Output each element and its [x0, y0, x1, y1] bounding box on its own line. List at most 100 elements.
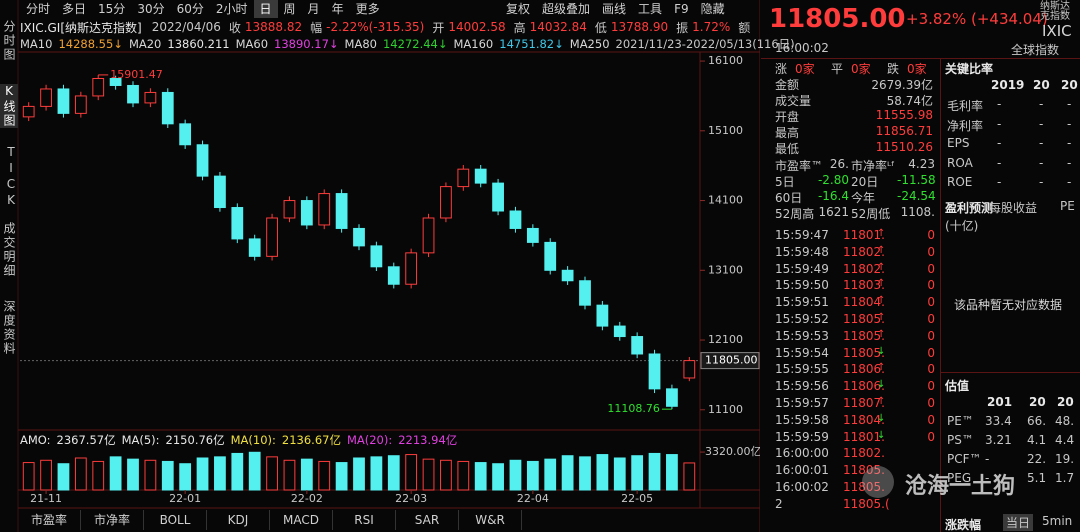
tool-button[interactable]: 画线: [602, 2, 627, 16]
tick-time: 15:59:51: [775, 295, 829, 310]
ratio-value: -: [997, 136, 1002, 150]
volume-bar: [509, 459, 522, 491]
tick-arrow: ↑: [877, 362, 886, 374]
change: +3.82% (+434.04): [906, 10, 1048, 28]
candle-body: [318, 193, 331, 226]
candle-body: [440, 186, 452, 219]
side-tab[interactable]: 分时图: [2, 20, 16, 62]
tick-price: 11802.: [843, 261, 885, 276]
period-tab[interactable]: 60分: [176, 2, 204, 16]
stat-label: 最高: [775, 126, 800, 140]
side-tab[interactable]: TICK: [4, 145, 18, 209]
period-tab[interactable]: 多日: [62, 2, 87, 16]
volume-bar: [440, 459, 452, 491]
tool-button[interactable]: 工具: [638, 2, 663, 16]
candle-body: [544, 241, 557, 271]
tool-button[interactable]: F9: [674, 2, 689, 16]
candle-body: [648, 353, 661, 390]
period-tab[interactable]: 周: [283, 2, 296, 16]
tool-button[interactable]: 隐藏: [700, 2, 725, 16]
tick-arrow: ↑: [877, 396, 886, 407]
stat-value: 11510.26: [875, 140, 933, 154]
period-tab[interactable]: 分时: [26, 2, 51, 16]
indicator-tab[interactable]: RSI: [333, 510, 396, 530]
side-tab[interactable]: K线图: [0, 84, 18, 128]
indicator-tab[interactable]: SAR: [396, 510, 459, 530]
volume-bar: [22, 462, 35, 491]
candle-body: [196, 144, 209, 177]
volume-bar: [387, 455, 400, 491]
ma-value: 14272.44↓: [382, 37, 448, 51]
info-label: 高: [513, 20, 526, 35]
price: 11805.00: [769, 4, 906, 34]
tick-time: 15:59:57: [775, 396, 829, 410]
valuation-value: 5.1: [1027, 471, 1047, 485]
tick-price: 11802.: [843, 244, 885, 259]
candle-body: [266, 217, 278, 257]
tick-price: 11805.: [843, 345, 885, 360]
side-tab[interactable]: 深度资料: [2, 300, 16, 356]
period-tab[interactable]: 更多: [355, 2, 380, 16]
indicator-tab[interactable]: W&R: [459, 510, 522, 530]
ratio-value: -: [997, 97, 1002, 111]
valuation-value: 66.: [1027, 414, 1047, 428]
section-title: 涨跌幅: [945, 518, 982, 532]
tick-arrow: ↑: [877, 244, 886, 256]
side-tab[interactable]: 成交明细: [2, 222, 16, 278]
tick-volume: 0: [927, 396, 935, 410]
watermark-icon: [862, 466, 894, 498]
info-value: 14002.58: [448, 20, 506, 34]
period-tab[interactable]: 15分: [98, 2, 126, 16]
ratio-value: -: [1039, 97, 1044, 111]
indicator-tab[interactable]: 市净率: [81, 510, 144, 530]
tick-price: 11806.: [843, 362, 885, 377]
period-tab[interactable]: 30分: [137, 2, 165, 16]
candle-body: [683, 360, 696, 379]
section-title: 估值: [945, 379, 970, 393]
indicator-tab[interactable]: 市盈率: [18, 510, 81, 530]
period-tab[interactable]: 日: [253, 0, 278, 18]
tick-time: 15:59:50: [775, 278, 829, 293]
ratio-value: -: [997, 175, 1002, 189]
y-tick-label: 11100: [708, 403, 743, 416]
indicator-tab[interactable]: BOLL: [144, 510, 207, 530]
volume-bar: [231, 452, 244, 491]
vol-value: 2367.57亿: [56, 433, 116, 447]
indicator-tab[interactable]: MACD: [270, 510, 333, 530]
vol-label: MA(20):: [346, 433, 393, 447]
stat-value: -11.58: [897, 173, 936, 187]
indicator-tab[interactable]: KDJ: [207, 510, 270, 530]
breadth-label: 跌: [887, 62, 900, 76]
period-tab[interactable]: 2小时: [215, 2, 248, 16]
range-tab[interactable]: 5min: [1042, 514, 1073, 528]
tick-volume: 0: [927, 244, 935, 259]
symbol: IXIC.GI[纳斯达克指数]: [20, 20, 142, 35]
tick-time: 15:59:55: [775, 362, 829, 377]
section-title: 关键比率: [945, 62, 994, 76]
tool-button[interactable]: 超级叠加: [542, 2, 591, 16]
volume-bar: [127, 458, 139, 491]
volume-bar: [161, 460, 174, 491]
candle-body: [405, 252, 418, 285]
candle-body: [509, 210, 522, 229]
valuation-label: PEG: [947, 471, 972, 485]
period-tab[interactable]: 月: [307, 2, 320, 16]
tick-time: 15:59:48: [775, 244, 829, 259]
valuation-value: 3.21: [985, 433, 1012, 447]
tool-button[interactable]: 复权: [506, 2, 531, 16]
range-tab[interactable]: 当日: [1003, 514, 1034, 531]
stat-label: 市盈率™: [775, 159, 824, 173]
volume-bar: [266, 456, 278, 491]
last-price-box: [700, 352, 760, 370]
tick-volume: 0: [927, 345, 935, 360]
ma-label: MA20: [128, 37, 162, 51]
volume-bar: [596, 454, 609, 491]
stat-value: 1621: [818, 205, 849, 219]
tick-volume: 0: [927, 362, 935, 377]
x-tick-label: 22-02: [291, 492, 323, 505]
stat-value: 2679.39亿: [871, 78, 933, 92]
period-tab[interactable]: 年: [331, 2, 344, 16]
tick-price: 11802.: [843, 446, 885, 461]
tick-price: 11804.: [843, 295, 885, 310]
